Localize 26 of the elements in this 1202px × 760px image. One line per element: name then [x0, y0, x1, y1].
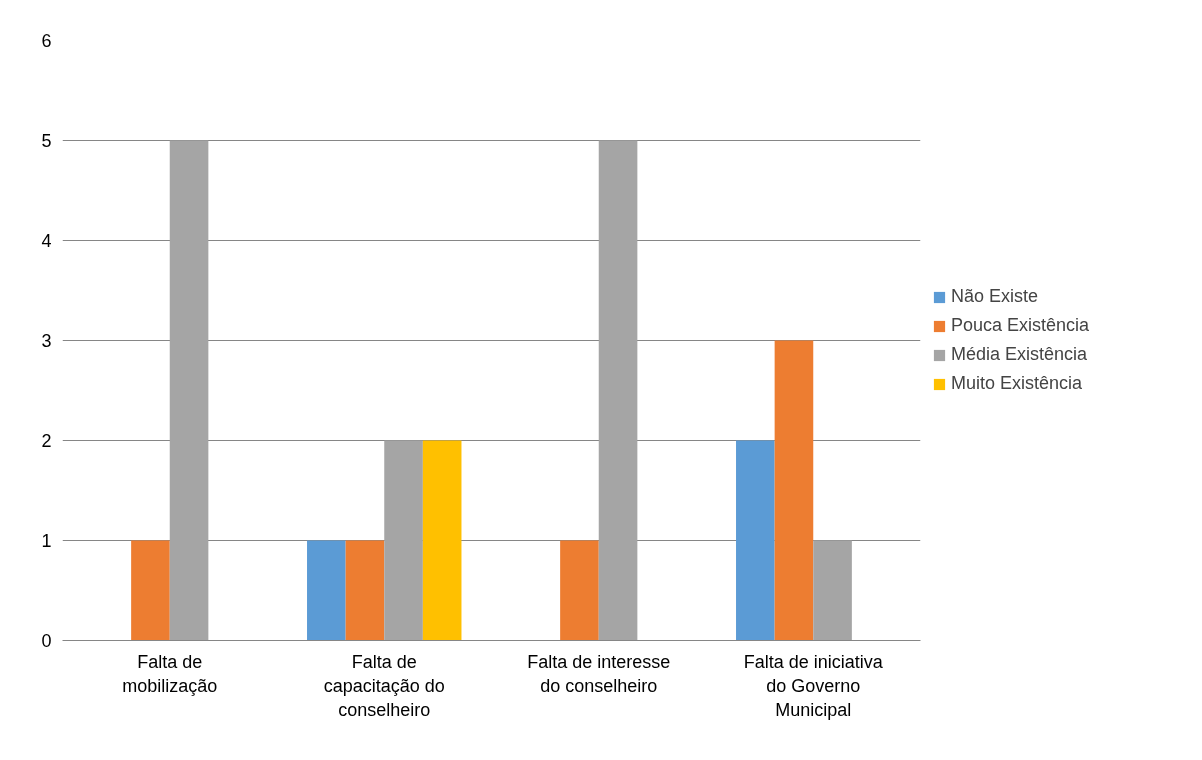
bar	[560, 540, 599, 641]
bar	[384, 440, 423, 641]
bar	[169, 140, 209, 641]
bar	[345, 540, 385, 641]
y-tick-label: 2	[41, 431, 52, 451]
y-tick-label: 0	[41, 631, 52, 651]
legend-label: Média Existência	[951, 344, 1088, 365]
legend-label: Não Existe	[951, 286, 1039, 307]
x-tick-label: Falta de capacitação do conselheiro	[323, 651, 445, 720]
legend-label: Muito Existência	[951, 373, 1083, 394]
y-tick-label: 3	[41, 331, 52, 351]
x-tick-label: Falta de mobilização	[122, 651, 218, 696]
y-tick-label: 6	[41, 31, 52, 51]
x-tick-label: Falta de iniciativa do Governo Municipal	[743, 651, 884, 720]
bar	[131, 540, 170, 641]
legend-label: Pouca Existência	[951, 315, 1090, 336]
bar	[598, 140, 638, 641]
y-tick-label: 5	[41, 131, 52, 151]
bar	[307, 540, 346, 641]
bar	[422, 440, 462, 641]
y-tick-label: 4	[41, 231, 52, 251]
bar	[813, 540, 852, 641]
y-tick-label: 1	[41, 531, 52, 551]
bar	[774, 340, 814, 641]
x-tick-label: Falta de interesse do conselheiro	[527, 651, 671, 696]
bar	[736, 440, 775, 641]
